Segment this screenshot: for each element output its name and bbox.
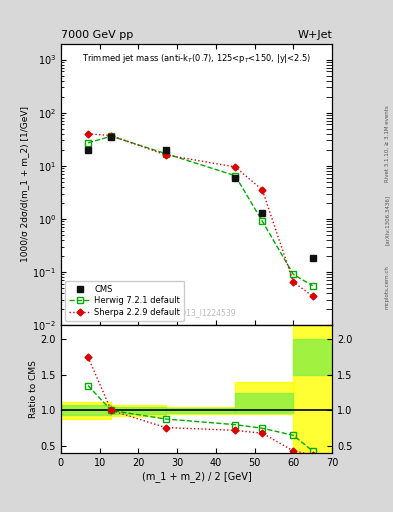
CMS [109, 134, 114, 140]
CMS [260, 210, 265, 216]
Sherpa 2.2.9 default [86, 131, 90, 137]
Text: Rivet 3.1.10, ≥ 3.1M events: Rivet 3.1.10, ≥ 3.1M events [385, 105, 389, 182]
Text: 7000 GeV pp: 7000 GeV pp [61, 30, 133, 40]
Herwig 7.2.1 default [260, 218, 265, 224]
Text: Trimmed jet mass (anti-k$_T$(0.7), 125<p$_T$<150, |y|<2.5): Trimmed jet mass (anti-k$_T$(0.7), 125<p… [82, 52, 311, 65]
Text: mcplots.cern.ch: mcplots.cern.ch [385, 265, 389, 309]
X-axis label: (m_1 + m_2) / 2 [GeV]: (m_1 + m_2) / 2 [GeV] [141, 471, 252, 482]
Line: Herwig 7.2.1 default: Herwig 7.2.1 default [85, 133, 316, 289]
Line: CMS: CMS [85, 134, 316, 262]
Herwig 7.2.1 default [163, 151, 168, 157]
Text: W+Jet: W+Jet [297, 30, 332, 40]
Herwig 7.2.1 default [109, 133, 114, 139]
Herwig 7.2.1 default [291, 271, 296, 278]
Sherpa 2.2.9 default [233, 164, 238, 170]
CMS [86, 147, 90, 153]
Sherpa 2.2.9 default [260, 187, 265, 193]
Sherpa 2.2.9 default [109, 133, 114, 139]
Y-axis label: Ratio to CMS: Ratio to CMS [29, 360, 38, 418]
Text: [arXiv:1306.3436]: [arXiv:1306.3436] [385, 195, 389, 245]
Herwig 7.2.1 default [310, 283, 315, 289]
Sherpa 2.2.9 default [291, 279, 296, 285]
CMS [163, 147, 168, 153]
Sherpa 2.2.9 default [310, 293, 315, 300]
Sherpa 2.2.9 default [163, 152, 168, 158]
CMS [310, 255, 315, 262]
Line: Sherpa 2.2.9 default: Sherpa 2.2.9 default [86, 132, 315, 298]
Herwig 7.2.1 default [233, 173, 238, 179]
Text: CMS_2013_I1224539: CMS_2013_I1224539 [157, 308, 236, 316]
Legend: CMS, Herwig 7.2.1 default, Sherpa 2.2.9 default: CMS, Herwig 7.2.1 default, Sherpa 2.2.9 … [65, 281, 184, 321]
CMS [233, 175, 238, 181]
Herwig 7.2.1 default [86, 140, 90, 146]
Y-axis label: 1000/σ 2dσ/d(m_1 + m_2) [1/GeV]: 1000/σ 2dσ/d(m_1 + m_2) [1/GeV] [20, 106, 29, 262]
